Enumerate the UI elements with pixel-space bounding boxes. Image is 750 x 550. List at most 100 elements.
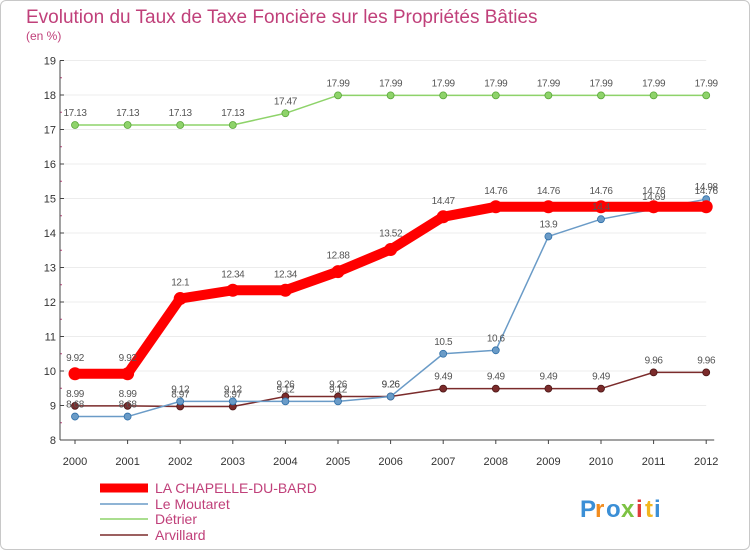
series-point-2 [491, 91, 500, 100]
legend-label-0: LA CHAPELLE-DU-BARD [155, 480, 317, 496]
data-label: 14.69 [642, 192, 666, 203]
series-point-0 [489, 200, 503, 214]
y-tick-label: 9 [50, 401, 56, 413]
series-point-3 [597, 384, 605, 393]
series-point-2 [176, 121, 185, 129]
data-label: 9.96 [697, 355, 716, 366]
y-tick-label: 18 [44, 90, 56, 102]
data-label: 10.6 [487, 333, 506, 344]
series-point-2 [71, 121, 79, 129]
x-tick-label: 2011 [642, 456, 666, 468]
series-point-0 [594, 200, 608, 214]
x-tick-label: 2007 [431, 456, 455, 468]
series-point-1 [334, 397, 342, 406]
series-point-3 [71, 401, 79, 410]
data-label: 8.68 [66, 400, 85, 411]
data-label: 12.34 [274, 269, 298, 280]
series-point-0 [121, 367, 135, 381]
x-tick-label: 2003 [221, 456, 245, 468]
series-point-1 [228, 397, 237, 406]
series-point-0 [436, 210, 450, 224]
data-label: 17.99 [484, 78, 508, 89]
data-label: 9.26 [382, 380, 401, 391]
x-tick-label: 2008 [484, 456, 508, 468]
logo-letter: P [580, 496, 596, 523]
y-tick-label: 16 [44, 159, 56, 171]
y-tick-label: 14 [44, 228, 56, 240]
series-point-3 [702, 368, 711, 377]
proxiti-logo: Pr o x i t i [580, 496, 661, 523]
data-label: 9.49 [592, 372, 611, 383]
series-point-2 [386, 91, 395, 100]
series-point-1 [544, 232, 553, 241]
value-labels: 17.13 17.13 17.13 17.13 17.47 17.99 17.99 17.99… [63, 78, 718, 410]
data-label: 14.4 [592, 202, 611, 213]
x-tick-label: 2012 [694, 456, 718, 468]
series-point-0 [331, 265, 345, 279]
series-point-2 [228, 121, 237, 129]
data-label: 12.1 [171, 278, 190, 289]
logo-letter: o [606, 496, 621, 523]
data-label: 9.26 [329, 380, 348, 391]
data-label: 14.98 [695, 182, 719, 193]
data-label: 17.13 [169, 108, 193, 119]
series-point-1 [176, 397, 185, 406]
data-label: 9.12 [171, 384, 190, 395]
x-tick-label: 2000 [63, 456, 87, 468]
data-label: 12.88 [326, 251, 350, 262]
series-point-0 [278, 283, 292, 297]
series-point-0 [226, 283, 240, 297]
y-tick-label: 15 [44, 194, 56, 206]
series-point-2 [123, 121, 132, 129]
series-point-2 [439, 91, 448, 100]
data-label: 17.99 [642, 78, 666, 89]
data-label: 14.76 [589, 186, 613, 197]
logo-letter: i [654, 496, 661, 523]
series-point-2 [649, 91, 658, 100]
series-point-3 [649, 368, 658, 377]
series-point-2 [281, 109, 290, 118]
series-point-2 [334, 91, 342, 100]
data-label: 8.97 [224, 390, 243, 401]
series-point-2 [544, 91, 553, 100]
data-label: 17.99 [537, 78, 561, 89]
series-point-2 [702, 91, 711, 100]
x-tick-label: 2009 [536, 456, 560, 468]
series-point-3 [544, 384, 553, 393]
data-label: 13.9 [539, 219, 558, 230]
data-label: 14.76 [537, 186, 561, 197]
x-tick-label: 2006 [378, 456, 402, 468]
data-label: 9.49 [487, 372, 506, 383]
data-label: 13.52 [379, 229, 403, 240]
x-tick-label: 2005 [326, 456, 350, 468]
data-label: 9.92 [66, 353, 85, 364]
data-label: 9.12 [329, 384, 348, 395]
y-tick-label: 13 [44, 263, 56, 275]
data-label: 14.47 [432, 196, 456, 207]
y-tick-label: 11 [45, 332, 56, 344]
x-tick-label: 2004 [273, 456, 297, 468]
y-tick-label: 19 [44, 56, 56, 68]
series-point-1 [281, 397, 290, 406]
series-point-0 [541, 200, 555, 214]
logo-letter: t [645, 496, 653, 523]
data-label: 17.99 [379, 78, 403, 89]
data-label: 17.13 [116, 108, 140, 119]
chart-title: Evolution du Taux de Taxe Foncière sur l… [26, 7, 538, 28]
data-label: 8.99 [119, 389, 138, 400]
series-point-0 [647, 200, 661, 214]
data-label: 17.99 [695, 78, 719, 89]
y-tick-label: 8 [50, 435, 56, 447]
series-point-0 [68, 367, 82, 381]
series-point-3 [439, 384, 448, 393]
data-label: 14.76 [642, 186, 666, 197]
data-label: 12.34 [221, 269, 245, 280]
chart-subtitle: (en %) [26, 29, 61, 43]
y-tick-label: 17 [44, 125, 56, 137]
data-label: 17.99 [589, 78, 613, 89]
data-label: 9.49 [539, 372, 558, 383]
series-layer [68, 91, 713, 421]
